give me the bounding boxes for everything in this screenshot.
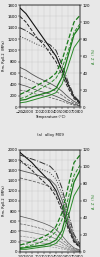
X-axis label: Temperature (°C): Temperature (°C) [35,115,65,118]
Y-axis label: A, Z  (%): A, Z (%) [92,193,96,209]
Y-axis label: Rm, Rp0.2  (MPa): Rm, Rp0.2 (MPa) [2,186,6,216]
Y-axis label: A, Z  (%): A, Z (%) [92,48,96,64]
Text: (a)  alloy M09: (a) alloy M09 [37,133,63,136]
Y-axis label: Rm, Rp0.2  (MPa): Rm, Rp0.2 (MPa) [2,41,6,71]
